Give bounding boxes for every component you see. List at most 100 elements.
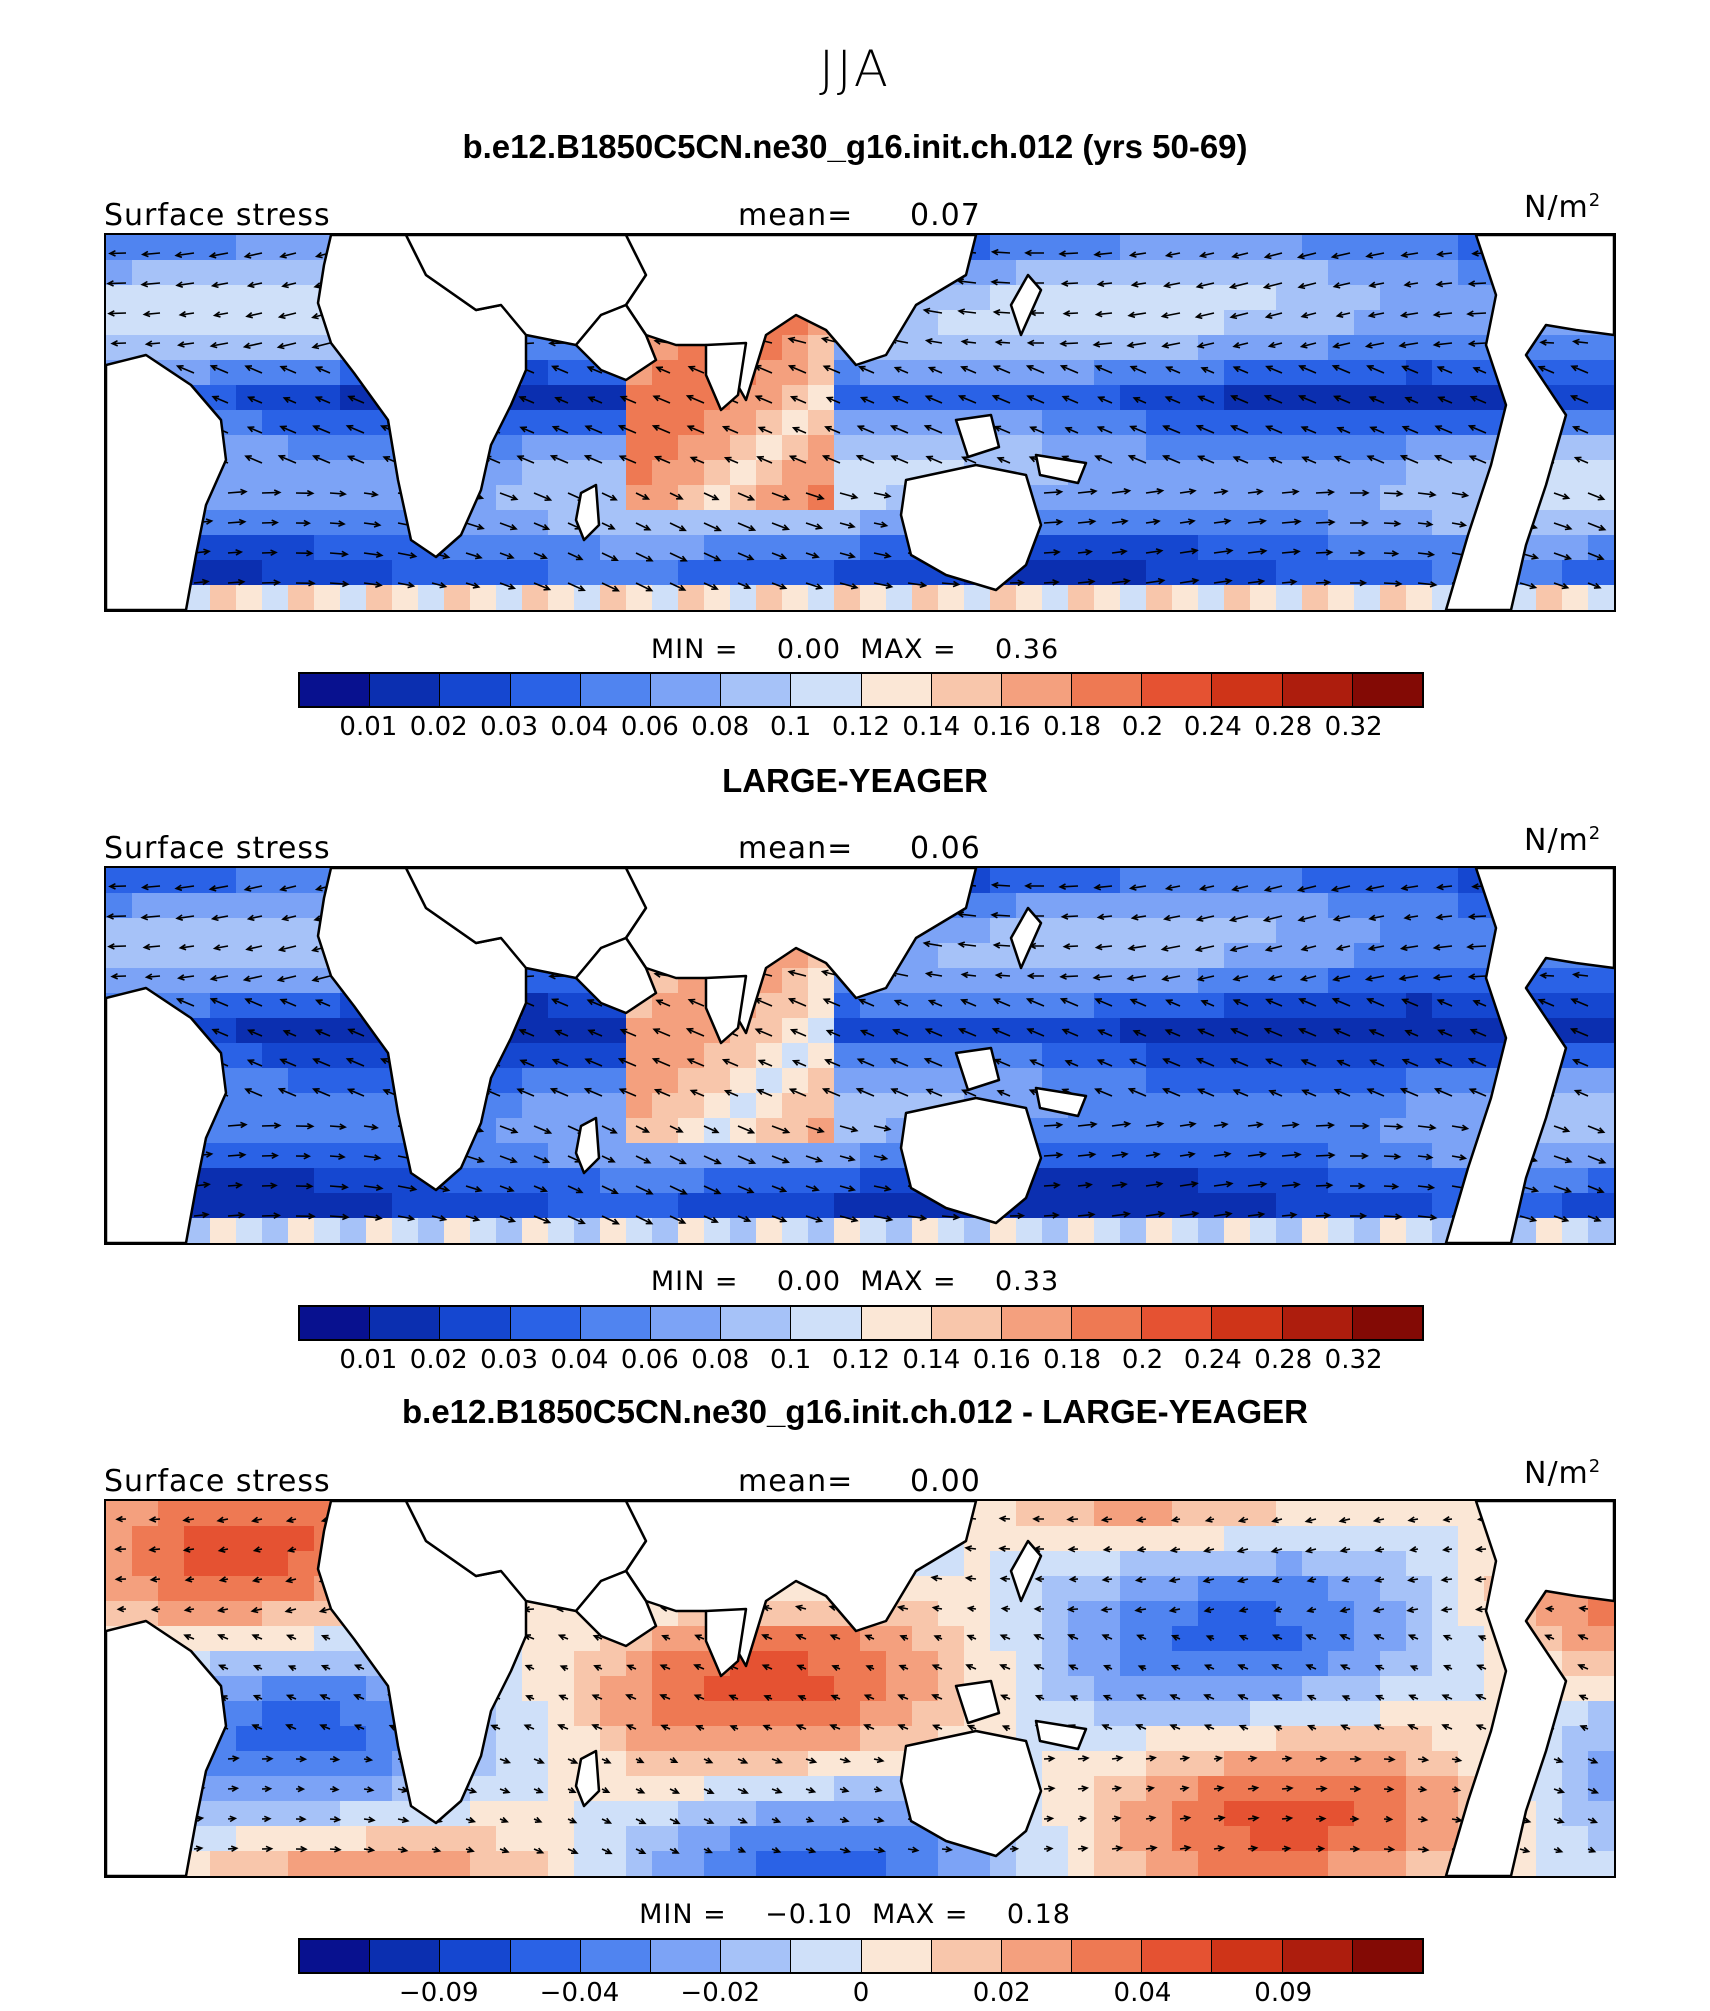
colorbar-tick-label: 0.2 [1121, 1345, 1164, 1375]
colorbar-box [1352, 674, 1422, 706]
panel-3-colorbar [298, 1938, 1424, 1974]
colorbar-box [300, 674, 371, 706]
panel-2-map [104, 866, 1616, 1245]
panel-3-title: b.e12.B1850C5CN.ne30_g16.init.ch.012 - L… [402, 1393, 1308, 1430]
colorbar-box [1142, 674, 1213, 706]
landmass-newGuinea [1034, 1719, 1088, 1751]
colorbar-tick-label: 0.12 [832, 1345, 890, 1375]
colorbar-tick-label: 0.24 [1183, 1345, 1242, 1375]
colorbar-box [861, 674, 932, 706]
colorbar-tick-label: −0.09 [398, 1978, 479, 2008]
colorbar-tick-label: 0.03 [480, 1345, 539, 1375]
landmass-naAmerica [1444, 1501, 1614, 1876]
continents [106, 235, 1614, 610]
colorbar-box [300, 1940, 371, 1972]
colorbar-box [931, 674, 1002, 706]
colorbar-box [1282, 1307, 1353, 1339]
colorbar-box [440, 1307, 511, 1339]
colorbar-box [791, 1940, 862, 1972]
colorbar-box [650, 674, 722, 706]
colorbar-tick-label: 0.04 [1113, 1978, 1172, 2008]
landmass-japan [1009, 906, 1043, 970]
colorbar-box [580, 1307, 651, 1339]
continents [106, 868, 1614, 1243]
colorbar-box [931, 1307, 1002, 1339]
colorbar-box [1142, 1307, 1213, 1339]
panel-3-colorbar-ticks: −0.09 −0.04 −0.02 0 0.02 0.04 0.09 [298, 1978, 1424, 2008]
colorbar-box [1352, 1307, 1422, 1339]
colorbar-box [1282, 674, 1353, 706]
landmass-india [704, 974, 748, 1045]
landmass-australia [899, 1729, 1043, 1858]
panel-2-title: LARGE-YEAGER [722, 762, 988, 799]
colorbar-box [1001, 1307, 1073, 1339]
panel-3-mean-label: mean= [738, 1464, 854, 1499]
colorbar-box [1352, 1940, 1422, 1972]
colorbar-box [861, 1940, 932, 1972]
colorbar-box [1212, 674, 1283, 706]
colorbar-box [370, 1940, 441, 1972]
landmass-madagascar [574, 1116, 601, 1175]
panel-2-variable-label: Surface stress [104, 831, 331, 866]
colorbar-box [1072, 1307, 1143, 1339]
colorbar-box [791, 1307, 862, 1339]
colorbar-tick-label: 0.01 [339, 712, 398, 742]
colorbar-tick-label: 0.14 [902, 712, 961, 742]
landmass-arabia [574, 303, 658, 382]
colorbar-box [1282, 1940, 1353, 1972]
panel-1-colorbar [298, 672, 1424, 708]
landmass-madagascar [574, 1749, 601, 1808]
landmass-madagascar [574, 483, 601, 542]
panel-3-variable-label: Surface stress [104, 1464, 331, 1499]
panel-1-mean-label: mean= [738, 198, 854, 233]
panel-3-mean-value: 0.00 [910, 1464, 981, 1499]
panel-1-variable-label: Surface stress [104, 198, 331, 233]
landmass-sAmerica [106, 1619, 228, 1876]
colorbar-box [440, 674, 511, 706]
colorbar-tick-label: 0.02 [409, 1345, 468, 1375]
colorbar-tick-label: 0.18 [1043, 712, 1102, 742]
landmass-borneo [954, 413, 1001, 459]
colorbar-box [650, 1307, 722, 1339]
colorbar-box [721, 1940, 792, 1972]
landmass-arabia [574, 936, 658, 1015]
landmass-india [704, 1607, 748, 1678]
colorbar-box [1001, 1940, 1073, 1972]
landmass-sAmerica [106, 353, 228, 610]
landmass-sAmerica [106, 986, 228, 1243]
stress-map [106, 235, 1614, 610]
panel-2-mean-label: mean= [738, 831, 854, 866]
panel-3-map [104, 1499, 1616, 1878]
panel-2-mean-value: 0.06 [910, 831, 981, 866]
panel-2-colorbar-ticks: 0.01 0.02 0.03 0.04 0.06 0.08 0.1 0.12 0.14 0.16 0… [298, 1345, 1424, 1379]
colorbar-tick-label: 0.2 [1121, 712, 1164, 742]
landmass-india [704, 341, 748, 412]
landmass-newGuinea [1034, 453, 1088, 485]
figure-title: JJA [819, 40, 891, 98]
colorbar-box [861, 1307, 932, 1339]
panel-2-colorbar [298, 1305, 1424, 1341]
colorbar-box [440, 1940, 511, 1972]
colorbar-box [721, 674, 792, 706]
panel-1-minmax: MIN = 0.00 MAX = 0.36 [650, 634, 1060, 665]
landmass-naAmerica [1444, 868, 1614, 1243]
colorbar-tick-label: 0.01 [339, 1345, 398, 1375]
panel-1-title: b.e12.B1850C5CN.ne30_g16.init.ch.012 (yr… [462, 128, 1248, 165]
colorbar-tick-label: 0.14 [902, 1345, 961, 1375]
colorbar-box [580, 674, 651, 706]
panel-1-mean-value: 0.07 [910, 198, 981, 233]
stress-map [106, 1501, 1614, 1876]
colorbar-box [1212, 1940, 1283, 1972]
colorbar-tick-label: 0.02 [972, 1978, 1031, 2008]
colorbar-tick-label: 0.28 [1254, 712, 1313, 742]
colorbar-tick-label: 0.03 [480, 712, 539, 742]
colorbar-box [1072, 674, 1143, 706]
colorbar-box [1212, 1307, 1283, 1339]
colorbar-box [510, 1307, 581, 1339]
colorbar-box [650, 1940, 722, 1972]
colorbar-box [791, 674, 862, 706]
colorbar-tick-label: 0.12 [832, 712, 890, 742]
colorbar-tick-label: 0.04 [550, 1345, 609, 1375]
colorbar-box [510, 674, 581, 706]
landmass-australia [899, 1096, 1043, 1225]
